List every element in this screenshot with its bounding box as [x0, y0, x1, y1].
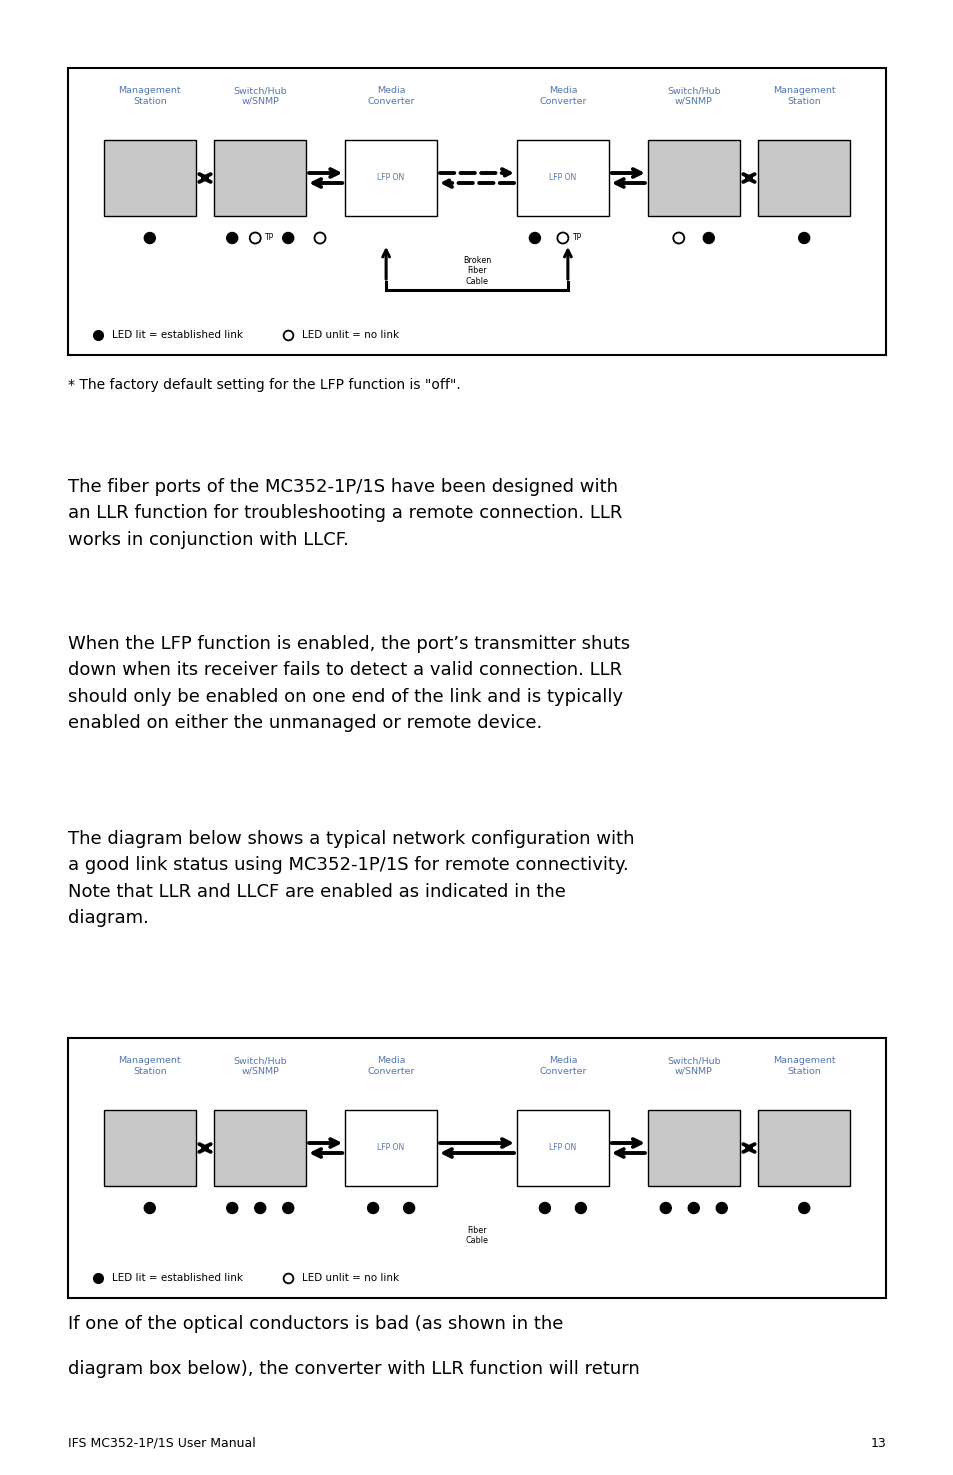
Circle shape	[702, 233, 714, 243]
Text: If one of the optical conductors is bad (as shown in the: If one of the optical conductors is bad …	[68, 1316, 563, 1333]
Text: Media
Converter: Media Converter	[538, 1056, 586, 1075]
Bar	[68, 1038, 885, 1298]
Bar	[345, 140, 436, 215]
Circle shape	[250, 233, 260, 243]
Text: LED unlit = no link: LED unlit = no link	[302, 330, 398, 341]
Text: Media
Converter: Media Converter	[367, 86, 415, 106]
Bar	[517, 1111, 608, 1186]
Text: Media
Converter: Media Converter	[538, 86, 586, 106]
Text: Management
Station: Management Station	[118, 86, 181, 106]
Text: LFP ON: LFP ON	[377, 1143, 404, 1152]
Text: LED lit = established link: LED lit = established link	[112, 330, 243, 341]
Circle shape	[659, 1202, 671, 1214]
Bar	[758, 1111, 849, 1186]
Circle shape	[716, 1202, 726, 1214]
Circle shape	[227, 233, 237, 243]
Text: The fiber ports of the MC352-1P/1S have been designed with
an LLR function for t: The fiber ports of the MC352-1P/1S have …	[68, 478, 621, 549]
Text: Switch/Hub
w/SNMP: Switch/Hub w/SNMP	[666, 1056, 720, 1075]
Text: LFP ON: LFP ON	[549, 174, 576, 183]
Circle shape	[575, 1202, 586, 1214]
Circle shape	[538, 1202, 550, 1214]
Bar	[647, 1111, 739, 1186]
Circle shape	[557, 233, 568, 243]
Text: Switch/Hub
w/SNMP: Switch/Hub w/SNMP	[666, 86, 720, 106]
Text: Media
Converter: Media Converter	[367, 1056, 415, 1075]
Circle shape	[144, 1202, 155, 1214]
Text: LED unlit = no link: LED unlit = no link	[302, 1273, 398, 1283]
Bar	[104, 140, 195, 215]
Bar	[68, 68, 885, 355]
Text: Management
Station: Management Station	[772, 86, 835, 106]
Bar	[647, 140, 739, 215]
Bar	[214, 140, 306, 215]
Circle shape	[282, 1202, 294, 1214]
Text: 13: 13	[869, 1437, 885, 1450]
Text: TP: TP	[573, 233, 581, 242]
Text: Management
Station: Management Station	[118, 1056, 181, 1075]
Text: * The factory default setting for the LFP function is "off".: * The factory default setting for the LF…	[68, 378, 460, 392]
Text: diagram box below), the converter with LLR function will return: diagram box below), the converter with L…	[68, 1360, 639, 1378]
Circle shape	[227, 1202, 237, 1214]
Text: IFS MC352-1P/1S User Manual: IFS MC352-1P/1S User Manual	[68, 1437, 255, 1450]
Circle shape	[687, 1202, 699, 1214]
Bar	[517, 140, 608, 215]
Text: Management
Station: Management Station	[772, 1056, 835, 1075]
Text: The diagram below shows a typical network configuration with
a good link status : The diagram below shows a typical networ…	[68, 830, 634, 928]
Circle shape	[314, 233, 325, 243]
Circle shape	[403, 1202, 415, 1214]
Circle shape	[144, 233, 155, 243]
Text: When the LFP function is enabled, the port’s transmitter shuts
down when its rec: When the LFP function is enabled, the po…	[68, 636, 630, 732]
Text: LFP ON: LFP ON	[549, 1143, 576, 1152]
Circle shape	[254, 1202, 266, 1214]
Bar	[345, 1111, 436, 1186]
Bar	[758, 140, 849, 215]
Circle shape	[798, 233, 809, 243]
Circle shape	[367, 1202, 378, 1214]
Bar	[104, 1111, 195, 1186]
Bar	[214, 1111, 306, 1186]
Circle shape	[673, 233, 683, 243]
Text: LED lit = established link: LED lit = established link	[112, 1273, 243, 1283]
Text: LFP ON: LFP ON	[377, 174, 404, 183]
Text: Switch/Hub
w/SNMP: Switch/Hub w/SNMP	[233, 1056, 287, 1075]
Circle shape	[529, 233, 539, 243]
Circle shape	[798, 1202, 809, 1214]
Text: Broken
Fiber
Cable: Broken Fiber Cable	[462, 257, 491, 286]
Text: Fiber
Cable: Fiber Cable	[465, 1226, 488, 1245]
Circle shape	[282, 233, 294, 243]
Text: Switch/Hub
w/SNMP: Switch/Hub w/SNMP	[233, 86, 287, 106]
Text: TP: TP	[265, 233, 274, 242]
